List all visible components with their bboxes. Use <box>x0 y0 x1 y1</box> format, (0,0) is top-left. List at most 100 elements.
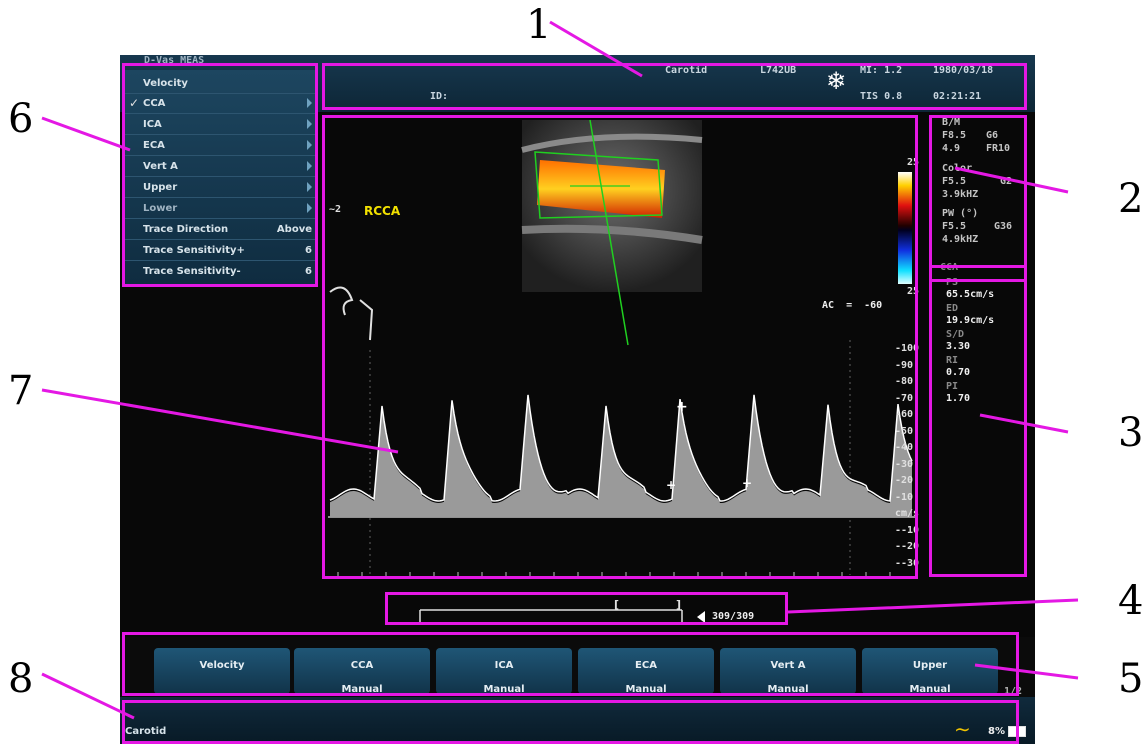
pw-gain: G36 <box>994 221 1013 232</box>
callout-box-6 <box>122 63 318 287</box>
velocity-scale-label: -10 <box>895 491 914 503</box>
exam-date: 1980/03/18 <box>933 65 994 76</box>
velocity-scale-label: -70 <box>895 392 914 404</box>
menu-item-lower[interactable]: Lower <box>123 199 316 219</box>
freeze-icon[interactable]: ❄ <box>826 67 847 95</box>
softkey-page-indicator[interactable]: 1/2 <box>1004 686 1023 697</box>
side-mark: ~2 <box>329 204 342 215</box>
color-gain: G2 <box>1000 176 1013 187</box>
color-scale-bottom-label: 25 <box>907 286 920 297</box>
mi-readout: MI: 1.2 <box>860 65 903 76</box>
velocity-scale-label: cm/s <box>895 508 920 519</box>
ps-label: PS <box>946 277 959 288</box>
signal-wave-icon: ∼ <box>954 717 971 741</box>
callout-line-1 <box>549 20 643 78</box>
callout-line-7 <box>41 388 399 454</box>
exam-name: Carotid <box>665 65 708 76</box>
ps-value: 65.5cm/s <box>946 289 995 300</box>
color-prf: 3.9kHZ <box>942 189 979 200</box>
menu-item-trace-direction[interactable]: Trace Direction Above <box>123 220 316 240</box>
sd-value: 3.30 <box>946 341 971 352</box>
status-bar: Carotid ∼ 8% <box>120 697 1035 744</box>
menu-title: Velocity <box>123 74 316 94</box>
pi-label: PI <box>946 381 959 392</box>
callout-number-1: 1 <box>526 2 552 48</box>
status-exam-name: Carotid <box>125 726 167 737</box>
velocity-scale-label: -50 <box>895 425 914 437</box>
callout-box-8 <box>122 700 1019 744</box>
menu-item-cca[interactable]: ✓ CCA <box>123 94 316 114</box>
menu-item-upper[interactable]: Upper <box>123 178 316 198</box>
softkey-velocity[interactable]: Velocity <box>154 648 290 694</box>
callout-box-1 <box>322 63 1027 110</box>
callout-box-2 <box>929 115 1027 282</box>
callout-line-6 <box>41 116 131 152</box>
color-frequency: F5.5 <box>942 176 967 187</box>
callout-line-4 <box>787 598 1079 614</box>
callout-number-3: 3 <box>1118 410 1144 456</box>
vessel-label: RCCA <box>364 204 401 218</box>
velocity-scale-label: --20 <box>895 541 920 552</box>
softkey-ica[interactable]: ICA Manual <box>436 648 572 695</box>
velocity-scale-label: --30 <box>895 557 920 569</box>
callout-number-8: 8 <box>8 656 34 702</box>
ri-label: RI <box>946 355 959 366</box>
mode-label: D-Vas MEAS <box>144 55 205 66</box>
pw-prf: 4.9kHZ <box>942 234 979 245</box>
callout-line-8 <box>41 672 135 720</box>
bm-title: B/M <box>942 117 961 128</box>
submenu-arrow-icon <box>307 140 312 150</box>
softkey-cca[interactable]: CCA Manual <box>294 648 430 695</box>
bm-gain: G6 <box>986 130 999 141</box>
color-scale-top-label: 25 <box>907 157 920 168</box>
angle-correction-readout: AC = -60 <box>822 300 883 311</box>
softkey-vert-a[interactable]: Vert A Manual <box>720 648 856 695</box>
velocity-scale-label: -100 <box>895 343 920 354</box>
exam-time: 02:21:21 <box>933 91 982 102</box>
submenu-arrow-icon <box>307 119 312 129</box>
callout-box-3 <box>929 265 1027 577</box>
measurement-menu: Velocity ✓ CCA ICA ECA Vert A Upper Lowe… <box>123 70 316 284</box>
velocity-scale-label: -30 <box>895 458 914 470</box>
callout-line-5 <box>974 663 1079 680</box>
velocity-scale-label: -90 <box>895 359 914 371</box>
velocity-scale-label: -60 <box>895 409 914 420</box>
menu-item-vert-a[interactable]: Vert A <box>123 157 316 177</box>
check-icon: ✓ <box>129 96 140 110</box>
pi-value: 1.70 <box>946 393 971 404</box>
submenu-arrow-icon <box>307 161 312 171</box>
patient-id-label: ID: <box>430 91 449 102</box>
tis-readout: TIS 0.8 <box>860 91 903 102</box>
callout-line-2 <box>954 166 1069 194</box>
callout-line-3 <box>979 413 1069 434</box>
ed-value: 19.9cm/s <box>946 315 995 326</box>
velocity-scale-label: -20 <box>895 475 914 486</box>
pw-frequency: F5.5 <box>942 221 967 232</box>
callout-number-5: 5 <box>1118 656 1144 702</box>
menu-item-eca[interactable]: ECA <box>123 136 316 156</box>
callout-box-4 <box>385 592 788 625</box>
softkey-upper[interactable]: Upper Manual <box>862 648 998 695</box>
softkey-eca[interactable]: ECA Manual <box>578 648 714 695</box>
menu-item-trace-sensitivity-plus[interactable]: Trace Sensitivity+ 6 <box>123 241 316 261</box>
bm-frame-rate: FR10 <box>986 143 1011 154</box>
probe-name: L742UB <box>760 65 797 76</box>
ri-value: 0.70 <box>946 367 971 378</box>
cine-frame-counter: 309/309 <box>712 611 755 622</box>
callout-number-6: 6 <box>8 96 34 142</box>
menu-item-trace-sensitivity-minus[interactable]: Trace Sensitivity- 6 <box>143 266 312 277</box>
submenu-arrow-icon <box>307 203 312 213</box>
callout-box-5 <box>122 632 1019 696</box>
sd-label: S/D <box>946 329 965 340</box>
velocity-scale-label: -80 <box>895 376 914 387</box>
battery-percent: 8% <box>988 726 1005 737</box>
menu-item-ica[interactable]: ICA <box>123 115 316 135</box>
callout-number-2: 2 <box>1118 176 1144 222</box>
bm-depth: 4.9 <box>942 143 961 154</box>
callout-number-4: 4 <box>1118 578 1144 624</box>
ed-label: ED <box>946 303 959 314</box>
callout-box-7 <box>322 115 918 579</box>
bm-frequency: F8.5 <box>942 130 967 141</box>
velocity-scale-label: -40 <box>895 442 914 453</box>
